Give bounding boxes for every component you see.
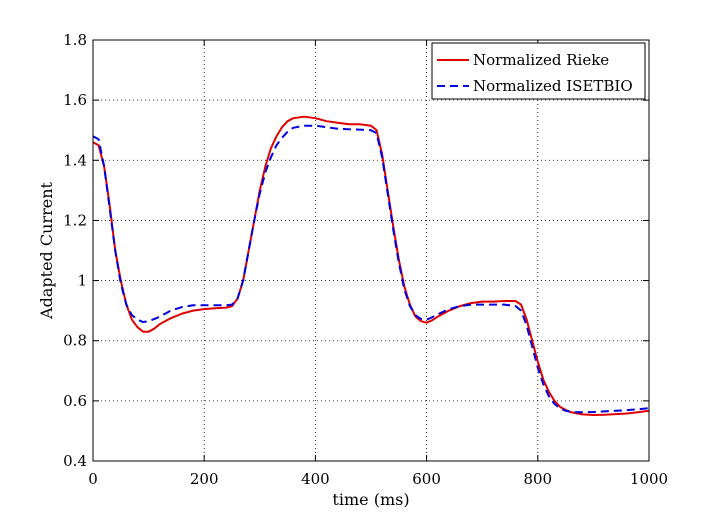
x-tick-label: 400: [301, 470, 330, 488]
y-tick-label: 1.6: [63, 91, 87, 109]
series-layer: [92, 115, 650, 416]
series-line-rieke: [92, 115, 650, 416]
grid: [92, 39, 650, 462]
y-tick-label: 0.6: [63, 392, 87, 410]
x-tick-label: 600: [412, 470, 441, 488]
tick-labels: 0 200 400 600 800 1000 0.4 0.6 0.8 1 1.2 1.4 1.6 1.8: [63, 31, 668, 488]
y-tick-label: 1.4: [63, 151, 87, 169]
y-axis-label: Adapted Current: [37, 182, 56, 320]
x-tick-label: 200: [190, 470, 219, 488]
y-tick-label: 0.4: [63, 452, 87, 470]
legend-label-isetbio: Normalized ISETBIO: [473, 77, 633, 95]
x-tick-label: 800: [523, 470, 552, 488]
ticks: [92, 39, 650, 462]
y-tick-label: 0.8: [63, 332, 87, 350]
y-tick-label: 1.8: [63, 31, 87, 49]
legend-box: [431, 42, 646, 100]
x-tick-label: 0: [88, 470, 98, 488]
series-line-isetbio: [92, 124, 650, 414]
x-axis-label: time (ms): [332, 490, 409, 509]
x-tick-label: 1000: [630, 470, 668, 488]
legend: Normalized Rieke Normalized ISETBIO: [431, 42, 646, 100]
plot-frame: [92, 39, 650, 462]
y-tick-label: 1: [77, 272, 87, 290]
legend-label-rieke: Normalized Rieke: [473, 51, 609, 69]
y-tick-label: 1.2: [63, 211, 87, 229]
